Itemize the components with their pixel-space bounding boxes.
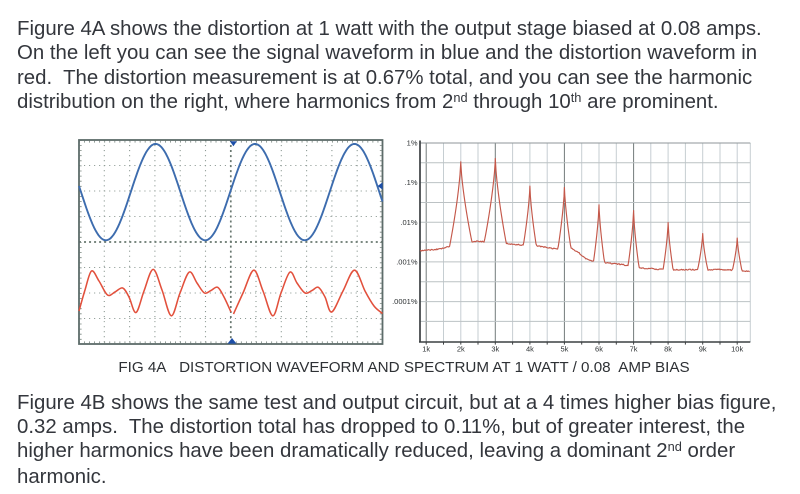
svg-text:6k: 6k — [595, 345, 603, 354]
svg-text:1%: 1% — [407, 139, 418, 148]
svg-text:8k: 8k — [664, 345, 672, 354]
svg-text:2k: 2k — [457, 345, 465, 354]
svg-text:.01%: .01% — [400, 218, 417, 227]
svg-text:7k: 7k — [630, 345, 638, 354]
svg-text:.0001%: .0001% — [392, 297, 418, 306]
svg-text:.001%: .001% — [396, 257, 418, 266]
svg-text:5k: 5k — [560, 345, 568, 354]
svg-text:.1%: .1% — [405, 178, 418, 187]
svg-text:1k: 1k — [422, 345, 430, 354]
svg-text:3k: 3k — [491, 345, 499, 354]
svg-text:9k: 9k — [699, 345, 707, 354]
svg-text:10k: 10k — [731, 345, 743, 354]
svg-text:4k: 4k — [526, 345, 534, 354]
